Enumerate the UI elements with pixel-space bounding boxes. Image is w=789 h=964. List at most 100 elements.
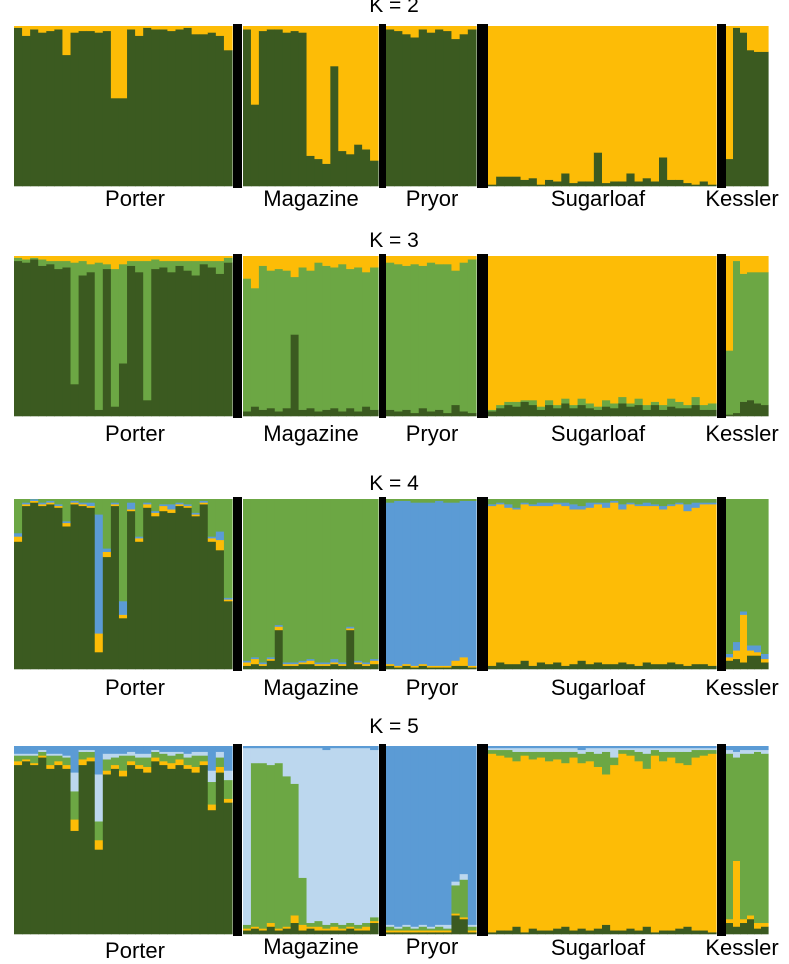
bar-segment-k5-magazine-7-cluster-5: [290, 746, 300, 749]
bar-segment-k5-porter-22-cluster-4: [183, 753, 193, 758]
bar-segment-k5-porter-10-cluster-2: [86, 757, 96, 762]
bar-segment-k5-porter-23-cluster-2: [191, 766, 201, 773]
bar-segment-k4-sugarloaf-2-cluster-3: [496, 502, 505, 505]
bar-segment-k2-porter-20-cluster-2: [167, 26, 177, 32]
bar-segment-k3-magazine-14-cluster-3: [346, 256, 355, 270]
bar-segment-k4-sugarloaf-17-cluster-3: [618, 504, 628, 510]
bar-segment-k3-sugarloaf-28-cluster-1: [707, 409, 717, 417]
bar-segment-k2-sugarloaf-4-cluster-2: [512, 26, 522, 177]
bar-segment-k4-sugarloaf-2-cluster-2: [496, 504, 505, 663]
bar-segment-k4-porter-11-cluster-1: [94, 652, 104, 670]
bar-segment-k4-porter-26-cluster-3: [215, 531, 225, 541]
bar-segment-k3-magazine-12-cluster-2: [330, 267, 339, 409]
bar-segment-k2-porter-16-cluster-1: [135, 35, 144, 187]
bar-segment-k3-magazine-3-cluster-1: [258, 409, 268, 417]
pop-label-porter-k4: Porter: [105, 675, 165, 700]
bar-segment-k2-pryor-4-cluster-1: [410, 37, 420, 187]
bar-segment-k4-pryor-9-cluster-4: [451, 499, 461, 503]
bar-segment-k5-pryor-4-cluster-3: [410, 928, 420, 931]
bar-segment-k3-sugarloaf-28-cluster-2: [707, 403, 717, 410]
pop-label-kessler-k4: Kessler: [705, 675, 778, 700]
bar-segment-k5-porter-12-cluster-5: [102, 746, 112, 754]
bar-segment-k5-porter-9-cluster-3: [78, 751, 88, 760]
bar-segment-k2-porter-12-cluster-1: [102, 30, 112, 187]
bar-segment-k5-porter-16-cluster-1: [135, 768, 144, 935]
bar-segment-k5-sugarloaf-4-cluster-5: [512, 746, 522, 749]
bar-segment-k3-magazine-17-cluster-1: [370, 409, 379, 417]
bar-segment-k4-magazine-5-cluster-1: [274, 629, 284, 670]
bar-segment-k4-magazine-14-cluster-1: [346, 629, 355, 670]
bar-segment-k2-porter-7-cluster-1: [62, 54, 72, 187]
bar-segment-k5-magazine-6-cluster-4: [282, 747, 292, 777]
bar-segment-k4-porter-20-cluster-3: [167, 504, 177, 510]
bar-segment-k5-pryor-6-cluster-4: [426, 926, 436, 929]
bar-segment-k4-magazine-3-cluster-2: [258, 663, 268, 666]
bar-segment-k4-porter-2-cluster-4: [22, 499, 31, 503]
bar-segment-k3-sugarloaf-2-cluster-2: [496, 404, 505, 409]
bar-segment-k5-porter-21-cluster-1: [175, 764, 185, 935]
bar-segment-k4-porter-21-cluster-3: [175, 502, 185, 505]
bar-segment-k5-magazine-17-cluster-1: [370, 922, 379, 935]
bar-segment-k5-magazine-12-cluster-5: [330, 746, 339, 749]
bar-segment-k4-sugarloaf-5-cluster-4: [520, 499, 530, 503]
bar-segment-k5-magazine-3-cluster-2: [258, 928, 268, 931]
bar-segment-k3-pryor-5-cluster-2: [418, 265, 428, 409]
bar-segment-k3-kessler-5-cluster-3: [754, 256, 762, 273]
bar-segment-k5-sugarloaf-25-cluster-1: [683, 926, 693, 935]
bar-segment-k5-magazine-7-cluster-1: [290, 922, 300, 935]
bar-segment-k3-pryor-3-cluster-1: [402, 409, 412, 417]
bar-segment-k3-sugarloaf-13-cluster-2: [585, 403, 595, 409]
bar-segment-k4-porter-15-cluster-2: [127, 509, 136, 512]
bar-segment-k5-porter-27-cluster-1: [223, 802, 233, 935]
bar-segment-k5-sugarloaf-27-cluster-1: [699, 930, 709, 935]
bar-segment-k4-magazine-6-cluster-4: [282, 499, 292, 663]
bar-segment-k5-sugarloaf-28-cluster-4: [707, 747, 717, 751]
bar-segment-k4-sugarloaf-21-cluster-2: [650, 505, 660, 665]
bar-segment-k2-kessler-4-cluster-1: [747, 50, 755, 187]
bar-segment-k3-magazine-13-cluster-2: [338, 264, 347, 412]
bar-segment-k3-porter-23-cluster-1: [191, 275, 201, 417]
bar-segment-k4-sugarloaf-24-cluster-4: [675, 499, 685, 503]
bar-segment-k5-magazine-13-cluster-4: [338, 747, 347, 925]
bar-segment-k5-sugarloaf-8-cluster-1: [545, 930, 554, 935]
bar-segment-k4-sugarloaf-7-cluster-3: [536, 502, 546, 507]
bar-segment-k2-porter-21-cluster-1: [175, 29, 185, 187]
bar-segment-k5-porter-4-cluster-2: [38, 755, 47, 758]
bar-segment-k2-magazine-17-cluster-1: [370, 160, 379, 187]
bar-segment-k4-porter-22-cluster-2: [183, 505, 193, 508]
bar-segment-k4-magazine-1-cluster-4: [243, 499, 252, 661]
bar-segment-k3-sugarloaf-22-cluster-1: [659, 409, 668, 417]
bar-segment-k5-porter-2-cluster-1: [22, 761, 31, 935]
bar-segment-k4-kessler-1-cluster-2: [726, 657, 734, 661]
bar-segment-k5-pryor-7-cluster-5: [435, 746, 444, 925]
bar-segment-k5-kessler-5-cluster-1: [754, 928, 762, 935]
bar-segment-k4-magazine-4-cluster-3: [266, 657, 276, 660]
bar-segment-k2-kessler-1-cluster-1: [726, 158, 734, 187]
bar-segment-k5-sugarloaf-6-cluster-2: [528, 759, 538, 929]
bar-segment-k4-porter-18-cluster-3: [151, 510, 160, 513]
bar-segment-k4-porter-3-cluster-1: [30, 502, 39, 670]
bar-segment-k5-sugarloaf-9-cluster-4: [553, 747, 562, 752]
bar-segment-k5-porter-21-cluster-5: [175, 746, 185, 752]
bar-segment-k2-sugarloaf-7-cluster-2: [536, 26, 546, 185]
bar-segment-k5-porter-26-cluster-4: [215, 751, 225, 758]
bar-segment-k2-sugarloaf-17-cluster-1: [618, 181, 628, 187]
bar-segment-k2-pryor-10-cluster-1: [459, 34, 469, 187]
bar-segment-k3-pryor-2-cluster-2: [394, 264, 403, 412]
bar-segment-k4-porter-4-cluster-3: [38, 502, 47, 505]
bar-segment-k4-magazine-11-cluster-4: [322, 499, 331, 663]
bar-segment-k5-sugarloaf-24-cluster-1: [675, 928, 685, 935]
bar-segment-k3-sugarloaf-21-cluster-1: [650, 404, 660, 417]
bar-segment-k5-pryor-2-cluster-5: [394, 746, 403, 927]
bar-segment-k4-magazine-7-cluster-1: [290, 665, 300, 670]
bar-segment-k5-pryor-1-cluster-2: [386, 930, 395, 933]
bar-segment-k5-magazine-8-cluster-1: [298, 930, 308, 935]
bar-segment-k2-magazine-6-cluster-1: [282, 32, 292, 187]
bar-segment-k5-pryor-10-cluster-5: [459, 746, 469, 875]
bar-segment-k5-sugarloaf-3-cluster-3: [504, 749, 514, 758]
bar-segment-k5-porter-8-cluster-4: [70, 772, 80, 792]
bar-segment-k2-magazine-14-cluster-1: [346, 154, 355, 187]
bar-segment-k3-pryor-10-cluster-1: [459, 411, 469, 417]
bar-segment-k5-pryor-11-cluster-1: [467, 932, 477, 935]
bar-segment-k5-pryor-11-cluster-4: [467, 924, 477, 927]
